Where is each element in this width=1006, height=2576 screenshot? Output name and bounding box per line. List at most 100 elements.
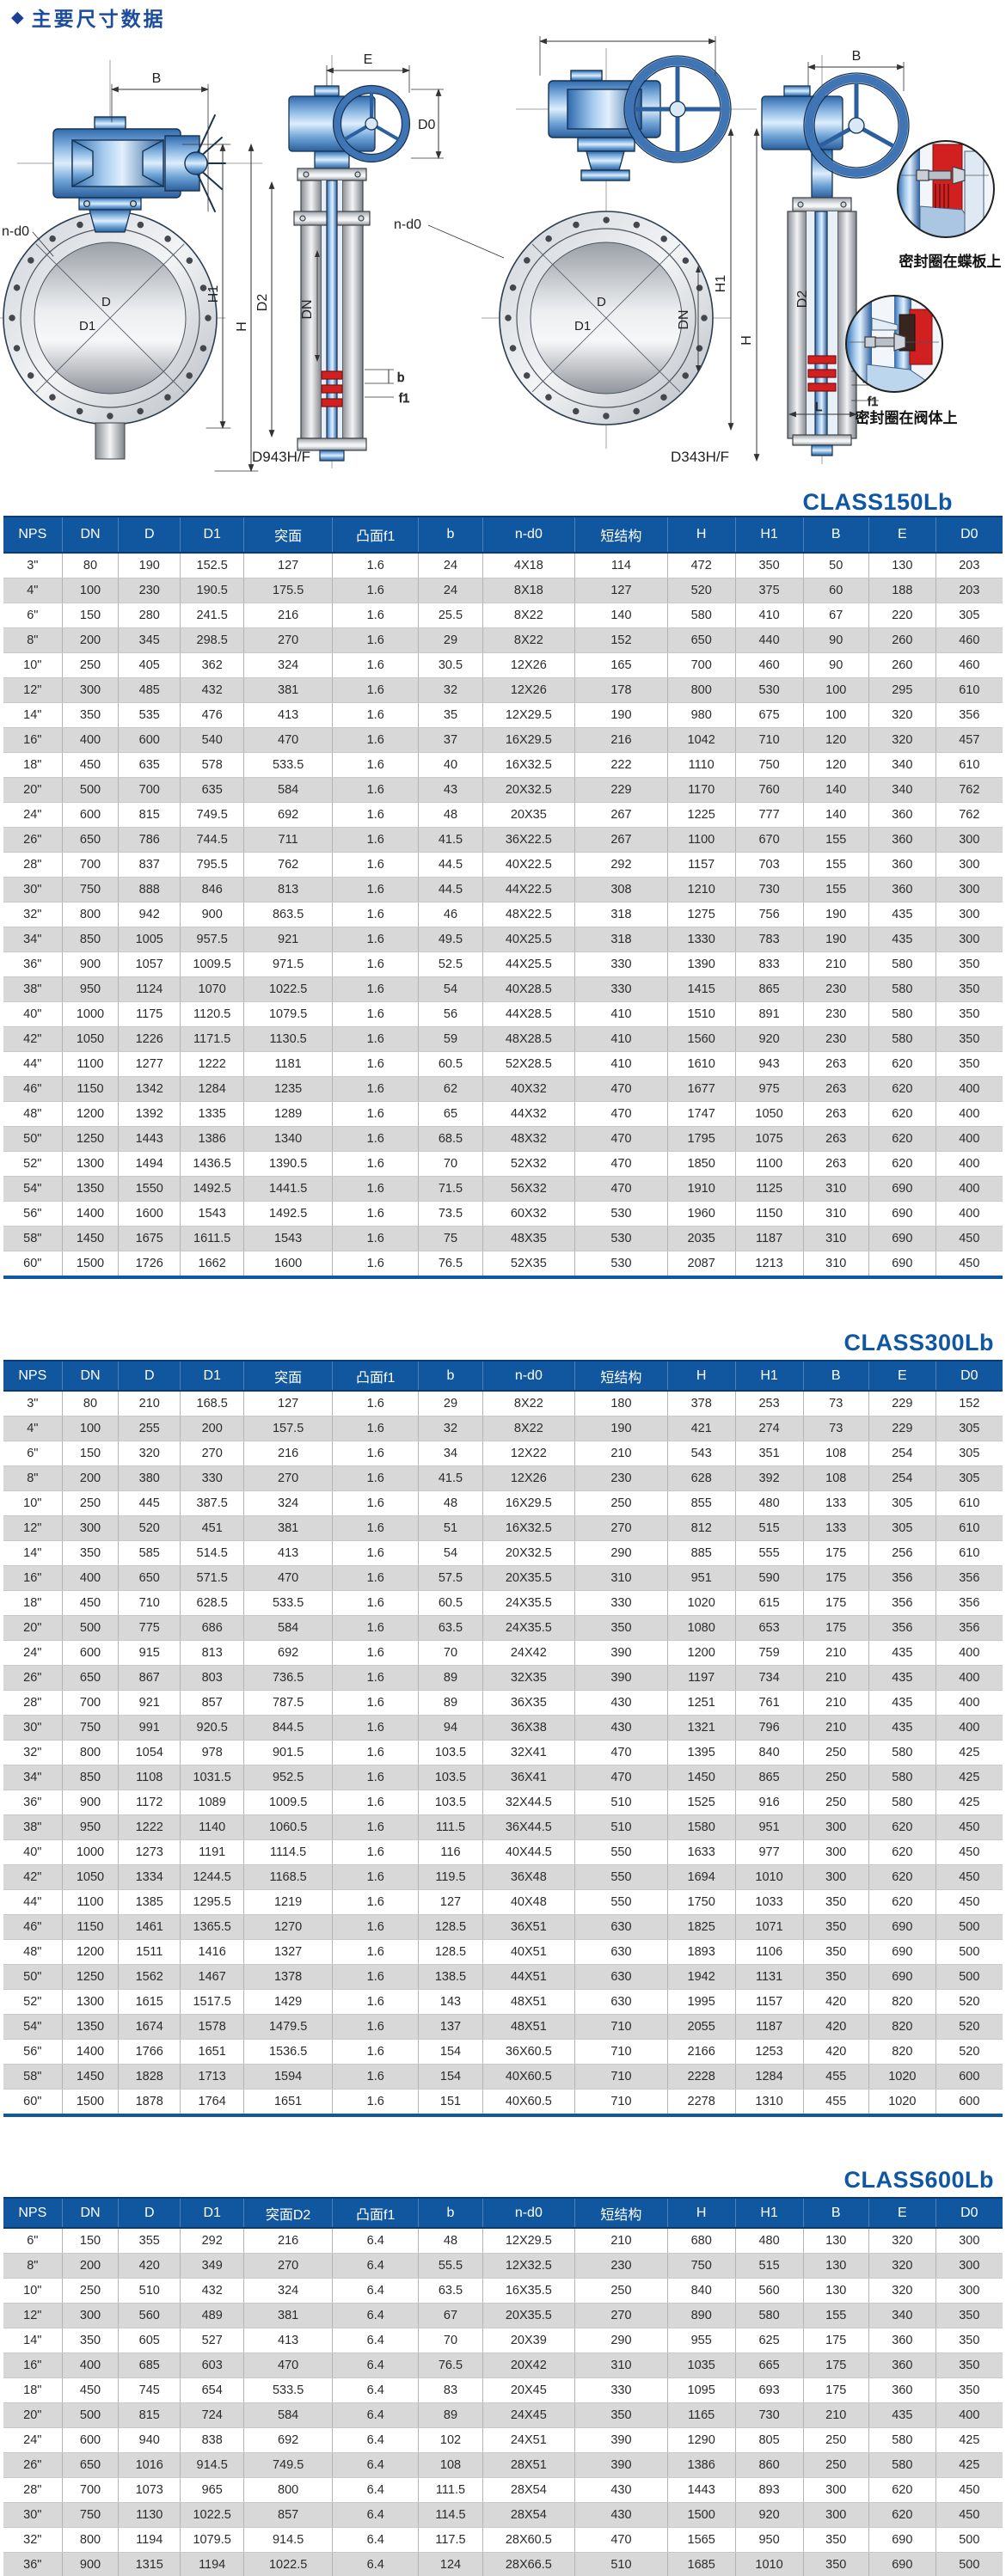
table-cell: 89 [418, 1690, 483, 1716]
table-cell: 356 [868, 1565, 936, 1591]
table-cell: 52X35 [482, 1251, 576, 1278]
table-row: 4" 100 255 200 157.5 1.6 32 8X22 190 421 274 73 229 3… [3, 1416, 1003, 1441]
table-cell: 175 [803, 1615, 869, 1641]
table-cell: 940 [118, 2427, 181, 2453]
table-cell: 18" [3, 2377, 63, 2403]
table-cell: 230 [803, 1026, 869, 1052]
table-cell: 480 [735, 2228, 804, 2254]
table-cell: 154 [418, 2039, 483, 2065]
table-cell: 520 [667, 578, 736, 603]
table-cell: 32X41 [482, 1740, 576, 1765]
table-cell: 1600 [118, 1201, 181, 1227]
dim-n-d0: n-d0 [2, 224, 54, 257]
table-cell: 1.6 [332, 627, 420, 653]
table-cell: 400 [935, 1201, 1003, 1227]
table-cell: 380 [118, 1465, 181, 1491]
table-cell: 48" [3, 1939, 63, 1965]
column-header: 凸面f1 [332, 2197, 420, 2229]
table-cell: 10" [3, 652, 63, 678]
table-cell: 450 [62, 752, 120, 778]
table-cell: 300 [62, 2303, 120, 2328]
dim-label-DN: DN [677, 309, 691, 329]
table-cell: 1517.5 [180, 1989, 245, 2015]
table-cell: 775 [118, 1615, 181, 1641]
table-cell: 38" [3, 976, 63, 1002]
table-cell: 630 [574, 1989, 668, 2015]
table-cell: 40X48 [482, 1889, 576, 1915]
table-cell: 413 [243, 2328, 334, 2353]
table-cell: 975 [735, 1076, 804, 1102]
table-cell: 1.6 [332, 1051, 420, 1077]
table-cell: 860 [735, 2452, 804, 2478]
table-cell: 1022.5 [243, 976, 334, 1002]
table-cell: 470 [243, 727, 334, 753]
table-cell: 1.6 [332, 2014, 420, 2040]
table-cell: 885 [667, 1540, 736, 1566]
table-cell: 203 [935, 578, 1003, 603]
table-cell: 500 [935, 1964, 1003, 1990]
table-cell: 12X26 [482, 652, 576, 678]
table-cell: 430 [574, 1715, 668, 1741]
table-cell: 168.5 [180, 1391, 245, 1416]
table-cell: 46 [418, 902, 483, 927]
table-cell: 300 [803, 2502, 869, 2528]
table-cell: 1850 [667, 1151, 736, 1177]
table-cell: 1580 [667, 1814, 736, 1840]
table-cell: 6.4 [332, 2552, 420, 2576]
table-cell: 155 [803, 827, 869, 853]
table-cell: 1942 [667, 1964, 736, 1990]
column-header: DN [62, 2197, 120, 2229]
table-cell: 1150 [62, 1914, 120, 1940]
dim-DN: DN [300, 249, 321, 363]
table-cell: 900 [62, 951, 120, 977]
table-cell: 350 [803, 1914, 869, 1940]
table-cell: 100 [62, 1416, 120, 1441]
table-cell: 1035 [667, 2353, 736, 2378]
table-cell: 40" [3, 1001, 63, 1027]
table-cell: 356 [935, 1615, 1003, 1641]
table-cell: 270 [243, 627, 334, 653]
table-cell: 305 [935, 1441, 1003, 1466]
table-cell: 102 [418, 2427, 483, 2453]
table-row: 28" 700 1073 965 800 6.4 111.5 28X54 430 1443 893 3… [3, 2477, 1003, 2503]
table-cell: 350 [62, 2328, 120, 2353]
table-cell: 1436.5 [180, 1151, 245, 1177]
table-cell: 1878 [118, 2089, 181, 2116]
table-cell: 100 [803, 677, 869, 703]
table-row: 14" 350 585 514.5 413 1.6 54 20X32.5 290 885 555 17… [3, 1540, 1003, 1566]
table-cell: 795.5 [180, 852, 245, 878]
table-cell: 350 [935, 1026, 1003, 1052]
table-cell: 300 [935, 827, 1003, 853]
table-cell: 756 [735, 902, 804, 927]
table-cell: 1694 [667, 1864, 736, 1890]
table-cell: 103.5 [418, 1740, 483, 1765]
table-cell: 68.5 [418, 1126, 483, 1152]
table-cell: 108 [803, 1441, 869, 1466]
table-cell: 263 [803, 1101, 869, 1127]
dim-label-E: E [364, 52, 373, 67]
table-cell: 450 [62, 1590, 120, 1616]
table-cell: 1213 [735, 1251, 804, 1278]
table-cell: 52X28.5 [482, 1051, 576, 1077]
table-cell: 1.6 [332, 1565, 420, 1591]
table-cell: 241.5 [180, 603, 245, 628]
table-cell: 1031.5 [180, 1765, 245, 1790]
table-cell: 44" [3, 1889, 63, 1915]
table-cell: 1.6 [332, 802, 420, 828]
table-cell: 229 [868, 1416, 936, 1441]
table-row: 46" 1150 1461 1365.5 1270 1.6 128.5 36X51 630 182… [3, 1914, 1003, 1940]
table-cell: 180 [574, 1391, 668, 1416]
table-cell: 920.5 [180, 1715, 245, 1741]
table-cell: 1191 [180, 1839, 245, 1865]
table-cell: 1.6 [332, 1864, 420, 1890]
table-cell: 137 [418, 2014, 483, 2040]
table-cell: 290 [574, 2328, 668, 2353]
table-row: 10" 250 445 387.5 324 1.6 48 16X29.5 250 855 480 13… [3, 1490, 1003, 1516]
table-cell: 360 [868, 2328, 936, 2353]
table-cell: 1651 [180, 2039, 245, 2065]
table-cell: 425 [935, 2452, 1003, 2478]
table-cell: 800 [62, 1740, 120, 1765]
table-cell: 1010 [735, 1864, 804, 1890]
column-header: n-d0 [482, 2197, 576, 2229]
table-row: 44" 1100 1277 1222 1181 1.6 60.5 52X28.5 410 1610… [3, 1051, 1003, 1077]
